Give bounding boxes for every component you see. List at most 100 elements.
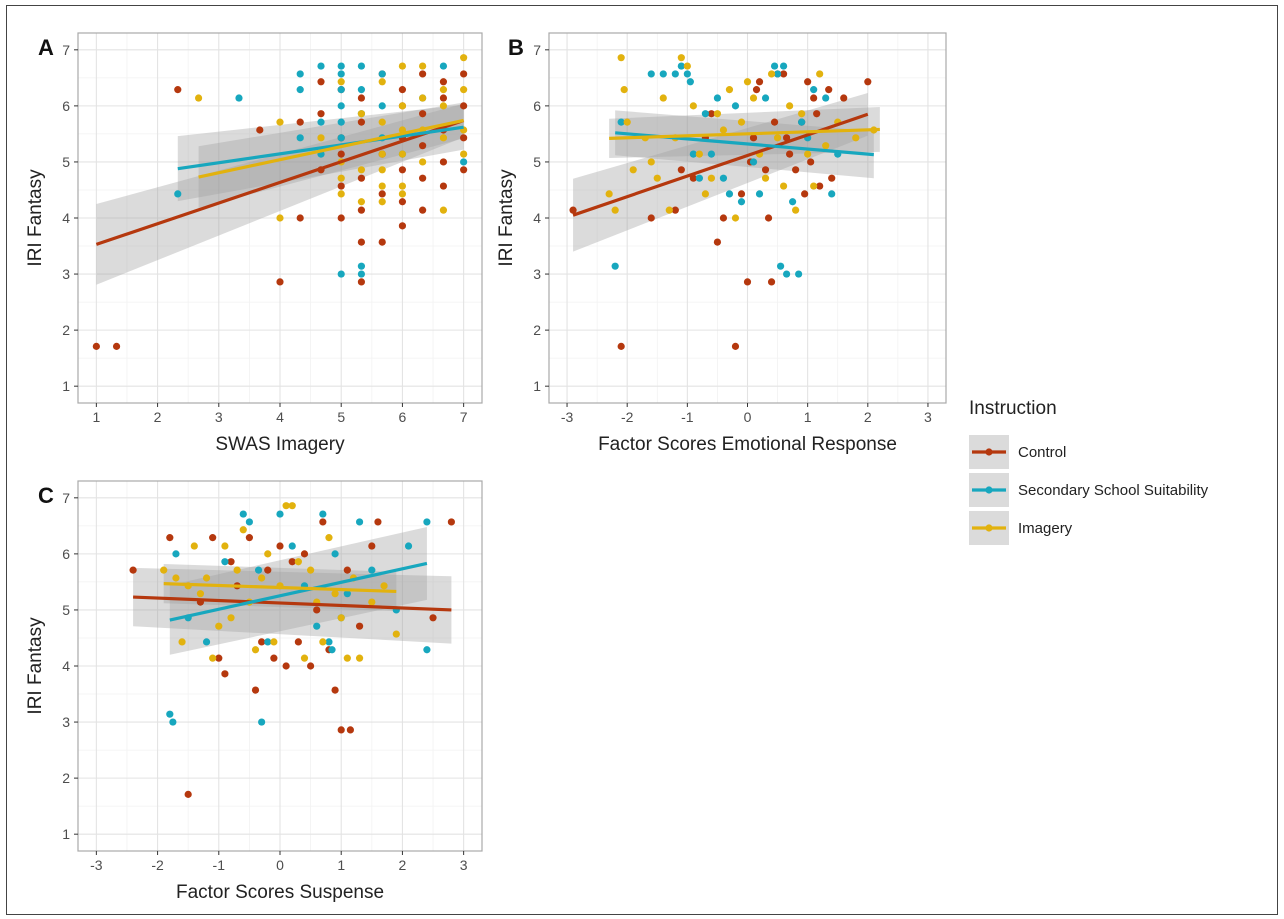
y-tick-label: 2 <box>533 322 541 338</box>
data-point <box>337 214 345 222</box>
data-point <box>423 646 431 654</box>
data-point <box>313 622 321 630</box>
data-point <box>611 262 619 270</box>
data-point <box>749 158 758 166</box>
data-point <box>798 110 806 118</box>
data-point <box>282 502 290 510</box>
data-point <box>325 534 333 542</box>
x-tick-label: -1 <box>681 409 694 425</box>
data-point <box>288 558 296 566</box>
data-point <box>374 518 382 526</box>
data-point <box>276 118 284 126</box>
y-axis-title: IRI Fantasy <box>25 617 46 715</box>
data-point <box>331 590 339 598</box>
data-point <box>239 526 247 534</box>
data-point <box>190 542 198 550</box>
y-tick-label: 7 <box>62 42 70 58</box>
data-point <box>731 214 740 222</box>
data-point <box>782 134 791 142</box>
data-point <box>460 158 468 166</box>
data-point <box>92 342 100 350</box>
x-tick-label: 1 <box>337 857 345 873</box>
data-point <box>825 86 833 94</box>
x-tick-label: 1 <box>92 409 100 425</box>
data-point <box>419 110 427 118</box>
data-point <box>816 70 824 78</box>
data-point <box>398 190 407 198</box>
y-tick-label: 4 <box>62 210 70 226</box>
data-point <box>798 118 806 126</box>
data-point <box>749 134 758 142</box>
data-point <box>368 542 376 550</box>
data-point <box>355 654 364 662</box>
data-point <box>112 342 121 350</box>
y-tick-label: 5 <box>533 154 541 170</box>
data-point <box>731 342 740 350</box>
data-point <box>276 510 284 518</box>
data-point <box>245 534 253 542</box>
x-axis-title: Factor Scores Suspense <box>176 882 384 903</box>
x-tick-label: 2 <box>154 409 162 425</box>
data-point <box>337 182 345 190</box>
x-tick-label: 4 <box>276 409 284 425</box>
data-point <box>686 78 694 86</box>
data-point <box>245 518 253 526</box>
data-point <box>296 118 304 126</box>
data-point <box>209 654 217 662</box>
data-point <box>357 118 366 126</box>
data-point <box>166 534 174 542</box>
data-point <box>701 110 709 118</box>
data-point <box>779 182 788 190</box>
data-point <box>419 158 427 166</box>
data-point <box>743 78 752 86</box>
data-point <box>378 70 386 78</box>
x-tick-label: 5 <box>337 409 345 425</box>
regression-line <box>95 118 465 246</box>
data-point <box>357 270 366 278</box>
data-point <box>227 558 235 566</box>
data-point <box>713 238 722 246</box>
legend-key-point <box>985 486 993 494</box>
y-tick-label: 2 <box>62 770 70 786</box>
data-point <box>378 238 386 246</box>
data-point <box>617 118 625 126</box>
x-tick-label: -1 <box>213 857 226 873</box>
data-point <box>828 190 836 198</box>
confidence-band <box>198 102 464 208</box>
x-tick-label: 3 <box>924 409 932 425</box>
data-point <box>707 110 716 118</box>
data-point <box>337 134 345 142</box>
y-tick-label: 1 <box>62 826 70 842</box>
data-point <box>357 110 366 118</box>
data-point <box>317 134 325 142</box>
data-point <box>355 518 364 526</box>
data-point <box>166 710 174 718</box>
data-point <box>398 198 407 206</box>
data-point <box>282 662 290 670</box>
data-point <box>671 70 679 78</box>
y-tick-label: 5 <box>62 602 70 618</box>
data-point <box>743 278 752 286</box>
data-point <box>276 214 284 222</box>
data-point <box>392 630 400 638</box>
x-tick-label: 2 <box>864 409 872 425</box>
data-point <box>202 638 211 646</box>
data-point <box>677 62 685 70</box>
data-point <box>300 654 309 662</box>
data-point <box>258 718 266 726</box>
data-point <box>460 166 468 174</box>
data-point <box>172 550 180 558</box>
data-point <box>653 174 661 182</box>
x-tick-label: 6 <box>399 409 407 425</box>
data-point <box>317 118 325 126</box>
data-point <box>368 598 376 606</box>
data-point <box>767 278 776 286</box>
data-point <box>160 566 168 574</box>
panel-B: -3 -2 -1 0 1 2 3 1 2 3 4 5 6 7 Factor Scores Emotional… <box>496 32 947 455</box>
data-point <box>460 134 468 142</box>
data-point <box>439 206 448 214</box>
data-point <box>659 70 667 78</box>
data-point <box>270 638 278 646</box>
data-point <box>325 638 333 646</box>
data-point <box>713 94 722 102</box>
